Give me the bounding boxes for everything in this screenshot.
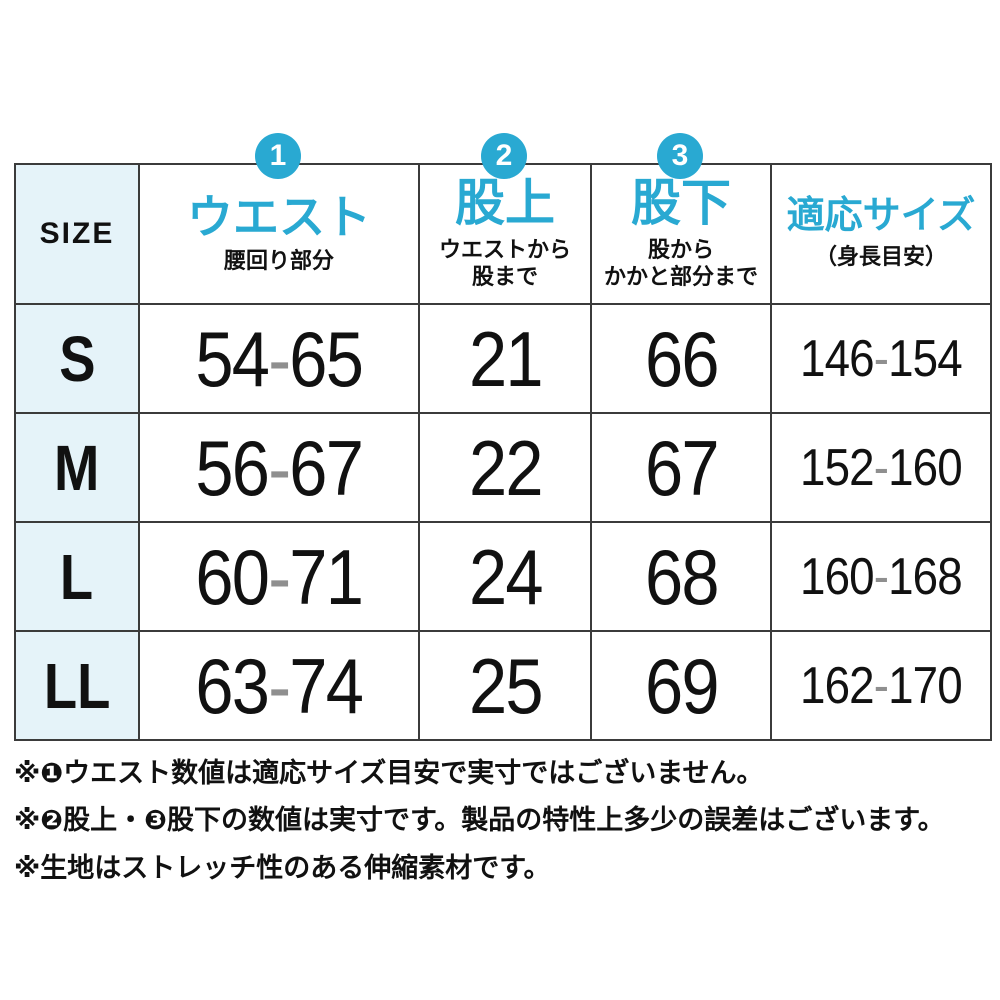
column-header-fit-size: 適応サイズ （身長目安） xyxy=(770,163,992,305)
rise-value: 22 xyxy=(418,412,592,523)
waist-value: 60-71 xyxy=(138,521,420,632)
rise-number: 24 xyxy=(468,532,544,621)
column-subtitle-fit-size: （身長目安） xyxy=(814,244,947,270)
inseam-value: 66 xyxy=(590,303,772,414)
column-subtitle-inseam: 股から かかと部分まで xyxy=(603,236,758,290)
table-row-m: M 56-67 22 67 152-160 xyxy=(14,412,992,523)
height-range: 162-170 xyxy=(800,656,963,715)
height-range: 146-154 xyxy=(800,329,963,388)
footnotes: ※❶ウエスト数値は適応サイズ目安で実寸ではございません。 ※❷股上・❸股下の数値… xyxy=(14,757,990,884)
column-title-rise: 股上 xyxy=(455,175,555,232)
inseam-number: 66 xyxy=(644,314,720,403)
table-row-ll: LL 63-74 25 69 162-170 xyxy=(14,630,992,741)
rise-value: 21 xyxy=(418,303,592,414)
table-row-s: S 54-65 21 66 146-154 xyxy=(14,303,992,414)
rise-value: 25 xyxy=(418,630,592,741)
column-subtitle-waist: 腰回り部分 xyxy=(223,248,334,274)
column-title-fit-size: 適応サイズ xyxy=(786,195,976,238)
inseam-number: 68 xyxy=(644,532,720,621)
waist-range: 63-74 xyxy=(195,641,365,730)
column-header-waist: ウエスト 腰回り部分 xyxy=(138,163,420,305)
inseam-value: 68 xyxy=(590,521,772,632)
waist-value: 63-74 xyxy=(138,630,420,741)
size-letter: LL xyxy=(43,649,111,722)
inseam-number: 69 xyxy=(644,641,720,730)
waist-range: 56-67 xyxy=(195,423,365,512)
height-value: 162-170 xyxy=(770,630,992,741)
badge-3-icon: 3 xyxy=(657,133,703,179)
height-value: 160-168 xyxy=(770,521,992,632)
footnote-fabric: ※生地はストレッチ性のある伸縮素材です。 xyxy=(14,852,551,883)
waist-value: 54-65 xyxy=(138,303,420,414)
rise-number: 22 xyxy=(468,423,544,512)
size-letter: M xyxy=(54,431,100,504)
rise-number: 25 xyxy=(468,641,544,730)
column-header-inseam: 股下 股から かかと部分まで xyxy=(590,163,772,305)
waist-range: 54-65 xyxy=(195,314,365,403)
column-title-waist: ウエスト xyxy=(187,191,371,244)
inseam-value: 69 xyxy=(590,630,772,741)
size-table: SIZE ウエスト 腰回り部分 股上 ウエストから 股まで 股下 股から かかと… xyxy=(14,163,992,741)
badge-1-icon: 1 xyxy=(255,133,301,179)
waist-range: 60-71 xyxy=(195,532,365,621)
column-title-inseam: 股下 xyxy=(631,175,731,232)
footnote-waist: ※❶ウエスト数値は適応サイズ目安で実寸ではございません。 xyxy=(14,758,764,788)
height-range: 160-168 xyxy=(800,547,963,606)
size-column-header: SIZE xyxy=(14,163,140,305)
size-letter: S xyxy=(58,322,96,395)
height-range: 152-160 xyxy=(800,438,963,497)
inseam-value: 67 xyxy=(590,412,772,523)
header-row: SIZE ウエスト 腰回り部分 股上 ウエストから 股まで 股下 股から かかと… xyxy=(14,163,992,305)
height-value: 146-154 xyxy=(770,303,992,414)
size-label-s: S xyxy=(14,303,140,414)
inseam-number: 67 xyxy=(644,423,720,512)
column-header-rise: 股上 ウエストから 股まで xyxy=(418,163,592,305)
rise-value: 24 xyxy=(418,521,592,632)
table-row-l: L 60-71 24 68 160-168 xyxy=(14,521,992,632)
waist-value: 56-67 xyxy=(138,412,420,523)
size-label-ll: LL xyxy=(14,630,140,741)
size-letter: L xyxy=(60,540,94,613)
size-label-m: M xyxy=(14,412,140,523)
height-value: 152-160 xyxy=(770,412,992,523)
size-chart: 1 2 3 SIZE ウエスト 腰回り部分 股上 ウエストから 股まで 股下 股… xyxy=(14,133,992,899)
size-label-l: L xyxy=(14,521,140,632)
badge-2-icon: 2 xyxy=(481,133,527,179)
footnote-rise-inseam: ※❷股上・❸股下の数値は実寸です。製品の特性上多少の誤差はございます。 xyxy=(14,805,945,836)
rise-number: 21 xyxy=(468,314,544,403)
column-subtitle-rise: ウエストから 股まで xyxy=(438,236,571,290)
